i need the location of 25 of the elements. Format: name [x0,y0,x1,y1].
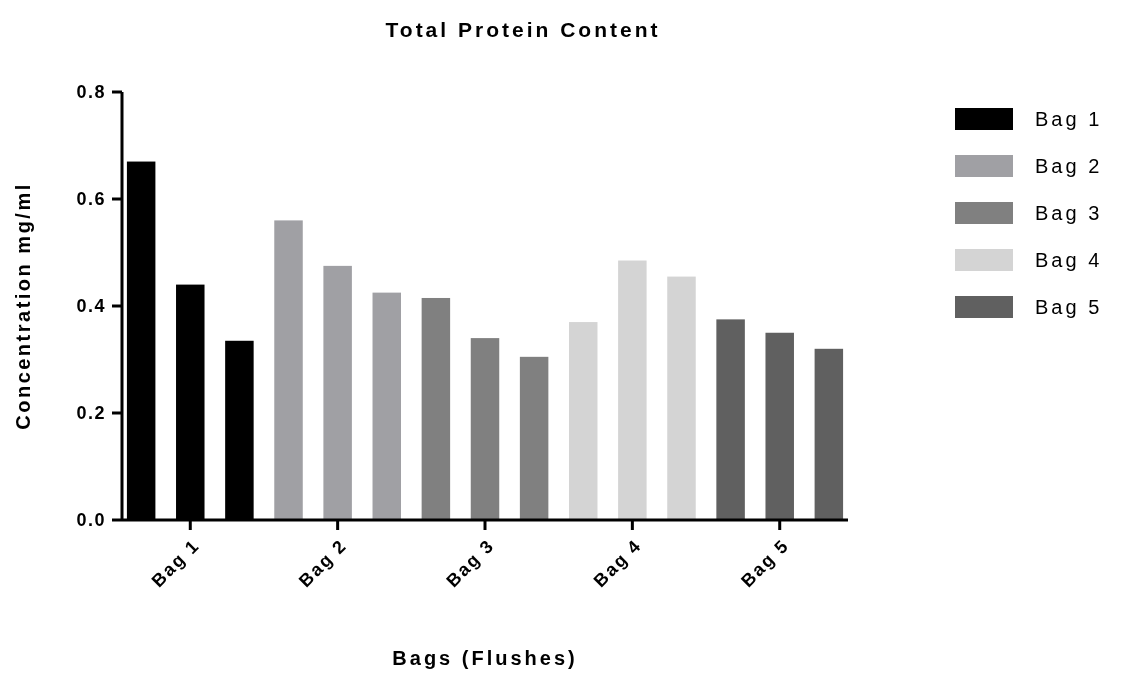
bar [569,322,598,520]
legend-label: Bag 3 [1035,202,1103,224]
y-tick-label: 0.0 [76,510,106,531]
legend-label: Bag 4 [1035,249,1103,271]
bar [470,338,500,520]
legend-label: Bag 1 [1035,108,1103,130]
y-tick-label: 0.4 [76,296,106,317]
legend-label: Bag 5 [1035,296,1103,318]
y-tick-label: 0.6 [76,189,106,210]
chart-title: Total Protein Content [385,18,661,41]
bar [667,276,696,520]
x-axis-title: Bags (Flushes) [392,647,578,669]
y-tick-label: 0.2 [76,403,106,424]
bar [519,356,549,520]
bar [421,297,451,520]
bar [323,265,352,520]
bar [716,319,745,520]
y-tick-label: 0.8 [76,82,106,103]
bar [618,260,647,520]
bar [372,292,401,520]
y-axis-title: Concentration mg/ml [12,182,34,430]
bar [765,332,794,520]
bar [814,348,844,520]
legend-label: Bag 2 [1035,155,1103,177]
bar [274,220,303,520]
